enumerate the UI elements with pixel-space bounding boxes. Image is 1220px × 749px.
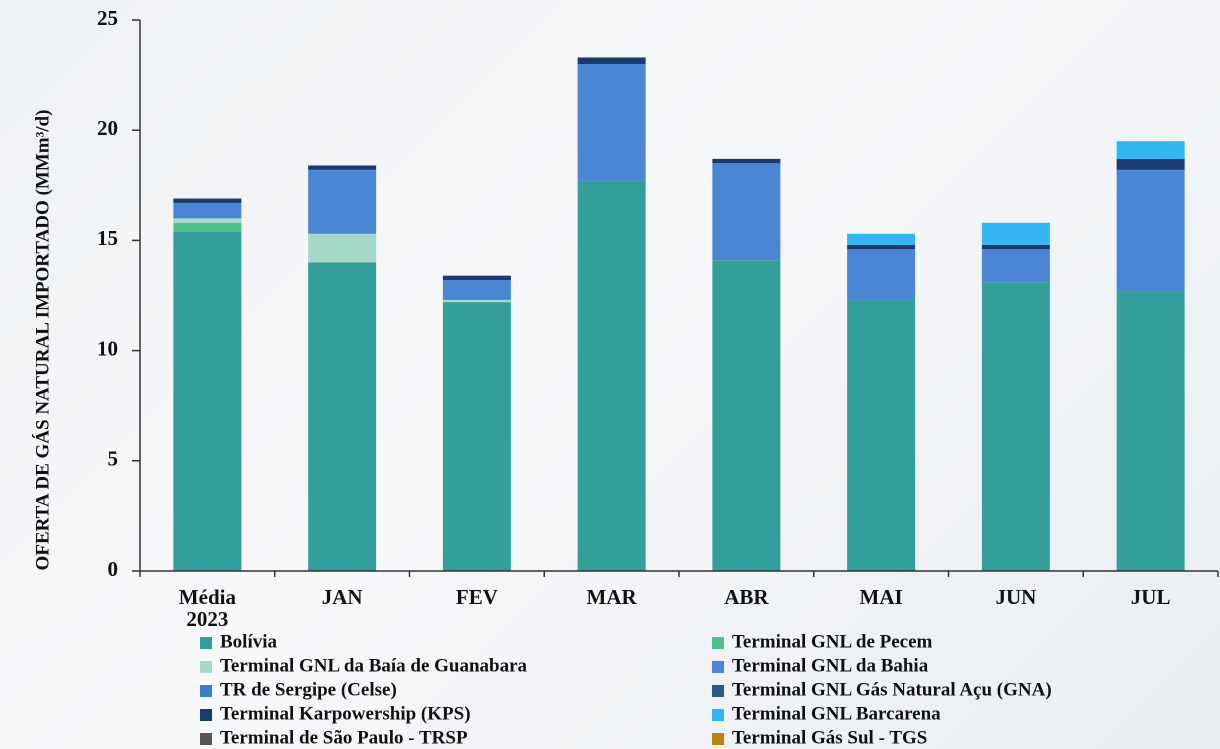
y-tick-label: 20 [97, 116, 118, 140]
bar-segment [577, 64, 646, 181]
bar-segment [712, 158, 781, 164]
legend-swatch [200, 637, 212, 649]
x-tick-label: ABR [724, 585, 769, 609]
bar-segment [173, 218, 242, 223]
bar-segment [442, 299, 511, 303]
bar-segment [981, 249, 1050, 283]
y-tick-label: 5 [108, 447, 119, 471]
legend-label: Terminal GNL da Baía de Guanabara [220, 655, 528, 676]
bar-segment [1116, 169, 1185, 292]
bar-segment [981, 222, 1050, 245]
y-tick-label: 25 [97, 6, 118, 30]
bar-segment [847, 249, 916, 300]
legend-label: Terminal de São Paulo - TRSP [220, 727, 468, 748]
bar-segment [981, 282, 1050, 571]
bar-segment [308, 262, 377, 571]
legend-swatch [712, 637, 724, 649]
x-tick-label: MAR [586, 585, 637, 609]
x-tick-label: MAI [859, 585, 903, 609]
legend-swatch [200, 685, 212, 697]
legend-label: Terminal GNL Barcarena [732, 703, 941, 724]
legend-label: Terminal Karpowership (KPS) [220, 703, 471, 724]
legend-swatch [200, 709, 212, 721]
bar-segment [308, 165, 377, 170]
y-tick-label: 0 [108, 557, 119, 581]
bar-segment [442, 280, 511, 300]
bar-segment [308, 169, 377, 234]
y-tick-label: 15 [97, 226, 118, 250]
bar-segment [1116, 291, 1185, 571]
bar-segment [712, 260, 781, 571]
legend-swatch [200, 661, 212, 673]
bar-segment [308, 233, 377, 263]
x-tick-label: Média 2023 [178, 585, 236, 631]
legend-label: Terminal GNL de Pecem [732, 631, 933, 652]
x-tick-label: JAN [321, 585, 363, 609]
legend-label: Terminal Gás Sul - TGS [732, 727, 927, 748]
bar-segment [442, 302, 511, 571]
bar-segment [712, 163, 781, 261]
legend-label: Terminal GNL Gás Natural Açu (GNA) [732, 679, 1052, 700]
bar-segment [847, 244, 916, 250]
bar-segment [442, 275, 511, 281]
bar-segment [1116, 141, 1185, 159]
legend-swatch [712, 709, 724, 721]
legend-swatch [712, 685, 724, 697]
legend-swatch [712, 733, 724, 745]
bar-segment [847, 233, 916, 245]
bar-segment [1116, 158, 1185, 170]
bar-segment [173, 202, 242, 219]
y-axis-label: OFERTA DE GÁS NATURAL IMPORTADO (MMm³/d) [31, 110, 53, 571]
legend-label: Terminal GNL da Bahia [732, 655, 929, 676]
bar-segment [173, 222, 242, 232]
legend-swatch [200, 733, 212, 745]
bar-segment [577, 57, 646, 65]
x-tick-label: JUN [995, 585, 1037, 609]
bar-segment [173, 231, 242, 572]
bar-segment [173, 198, 242, 203]
legend-swatch [712, 661, 724, 673]
legend-label: Bolívia [220, 631, 278, 652]
bar-segment [577, 180, 646, 571]
y-tick-label: 10 [97, 336, 118, 360]
bar-segment [981, 244, 1050, 250]
legend-label: TR de Sergipe (Celse) [220, 679, 397, 700]
bar-segment [847, 299, 916, 571]
x-tick-label: FEV [455, 585, 498, 609]
x-tick-label: JUL [1130, 585, 1171, 609]
